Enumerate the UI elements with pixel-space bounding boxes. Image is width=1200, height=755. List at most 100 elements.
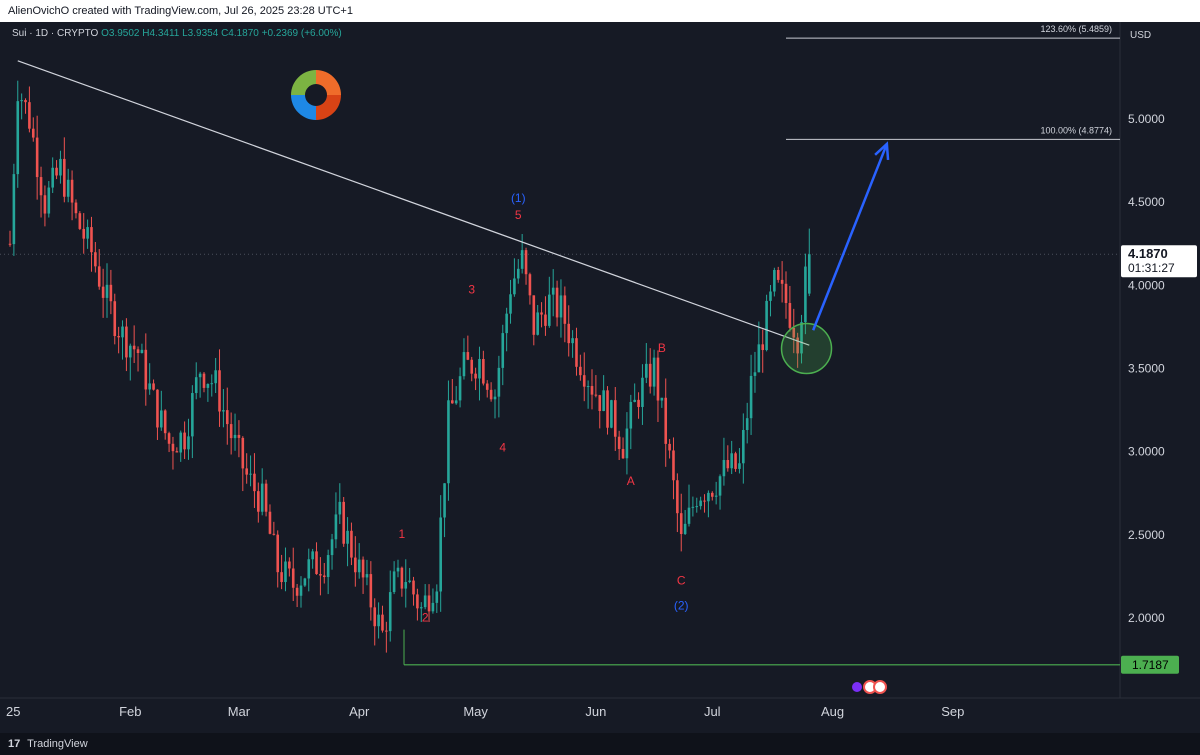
candle-body <box>43 195 47 214</box>
candle-body <box>268 511 272 534</box>
candle-body <box>749 375 753 419</box>
candle-body <box>555 287 559 318</box>
candle-body <box>443 483 446 518</box>
candle-body <box>288 561 291 569</box>
tradingview-logo-icon: 17 <box>8 738 21 750</box>
candle-body <box>509 294 512 314</box>
candle-body <box>257 491 260 512</box>
wave-label: 3 <box>468 283 475 297</box>
candle-body <box>796 337 799 354</box>
breakout-highlight-circle[interactable] <box>780 322 833 375</box>
candle-body <box>233 434 237 439</box>
candle-body <box>70 179 74 203</box>
candle-body <box>381 614 384 631</box>
projection-arrow[interactable] <box>811 143 889 331</box>
candle-body <box>617 436 621 449</box>
x-tick-label: Feb <box>119 704 141 719</box>
candle-body <box>86 227 89 239</box>
candles <box>8 80 811 653</box>
candle-body <box>575 338 578 367</box>
candle-body <box>431 602 435 612</box>
candle-body <box>152 383 155 390</box>
candle-body <box>734 453 737 469</box>
candle-body <box>245 468 248 475</box>
candle-body <box>757 344 761 373</box>
us-event-marker-icon[interactable] <box>873 680 887 694</box>
candle-body <box>167 433 171 444</box>
candle-body <box>400 567 404 589</box>
candle-body <box>303 578 307 586</box>
candle-body <box>660 397 664 401</box>
x-tick-label: Jul <box>704 704 721 719</box>
candle-body <box>454 400 458 404</box>
candle-body <box>559 295 563 318</box>
last-price-label: 4.1870 <box>1128 246 1168 261</box>
trendline[interactable] <box>17 60 810 346</box>
candle-body <box>478 358 481 379</box>
candle-body <box>602 390 605 412</box>
currency-label: USD <box>1130 30 1151 41</box>
candle-body <box>315 551 318 575</box>
candle-body <box>586 386 590 388</box>
attribution-bar: AlienOvichO created with TradingView.com… <box>0 0 1200 22</box>
chart-area[interactable]: USD 2.0000 2.5000 3.0000 3.5000 4.0000 4.5000 5… <box>0 22 1200 733</box>
candle-body <box>249 473 252 475</box>
wave-label: 5 <box>515 208 522 222</box>
candle-body <box>780 279 784 284</box>
candle-body <box>447 400 450 484</box>
candle-body <box>299 585 303 596</box>
candle-body <box>451 400 454 404</box>
candle-body <box>105 284 109 298</box>
y-tick-label: 2.5000 <box>1128 528 1165 542</box>
candle-body <box>513 278 516 295</box>
candle-body <box>354 557 357 573</box>
candle-body <box>241 437 245 469</box>
candle-body <box>260 483 264 512</box>
candle-body <box>144 349 148 390</box>
candle-body <box>462 352 466 377</box>
candle-body <box>39 177 43 196</box>
candle-body <box>412 580 415 595</box>
support-price-label: 1.7187 <box>1132 658 1169 672</box>
candle-body <box>776 269 780 280</box>
candle-body <box>342 501 345 544</box>
candle-body <box>222 410 225 412</box>
candle-body <box>807 254 811 294</box>
candle-body <box>656 357 660 401</box>
price-chart[interactable]: USD 2.0000 2.5000 3.0000 3.5000 4.0000 4.5000 5… <box>0 22 1200 733</box>
candle-body <box>687 507 691 524</box>
candle-body <box>198 373 202 378</box>
event-marker-icon[interactable] <box>852 682 862 692</box>
candle-body <box>765 300 768 351</box>
candle-body <box>458 376 462 401</box>
candle-body <box>12 174 16 245</box>
x-tick-label: Jun <box>585 704 606 719</box>
candle-body <box>489 389 493 400</box>
candle-body <box>633 399 636 402</box>
candle-body <box>156 389 159 428</box>
candle-body <box>253 473 256 492</box>
candle-body <box>419 607 423 609</box>
candle-body <box>396 567 400 572</box>
candle-body <box>311 551 314 560</box>
y-tick-label: 3.5000 <box>1128 362 1165 376</box>
candle-body <box>28 102 31 129</box>
wave-label: 4 <box>499 441 506 455</box>
candle-body <box>594 394 598 396</box>
y-tick-label: 4.5000 <box>1128 195 1165 209</box>
candle-body <box>629 401 633 429</box>
candle-body <box>423 595 427 608</box>
candle-body <box>404 582 408 589</box>
candle-body <box>175 451 179 453</box>
candle-body <box>326 555 330 578</box>
candle-body <box>206 383 210 388</box>
candle-body <box>598 395 602 412</box>
wave-label: A <box>627 474 635 488</box>
candle-body <box>804 266 807 323</box>
candle-body <box>439 517 442 592</box>
y-tick-label: 2.0000 <box>1128 611 1165 625</box>
fib-level-label: 100.00% (4.8774) <box>1040 125 1112 135</box>
price-axis[interactable] <box>1120 22 1200 698</box>
candle-body <box>485 383 489 390</box>
candle-body <box>773 269 776 292</box>
